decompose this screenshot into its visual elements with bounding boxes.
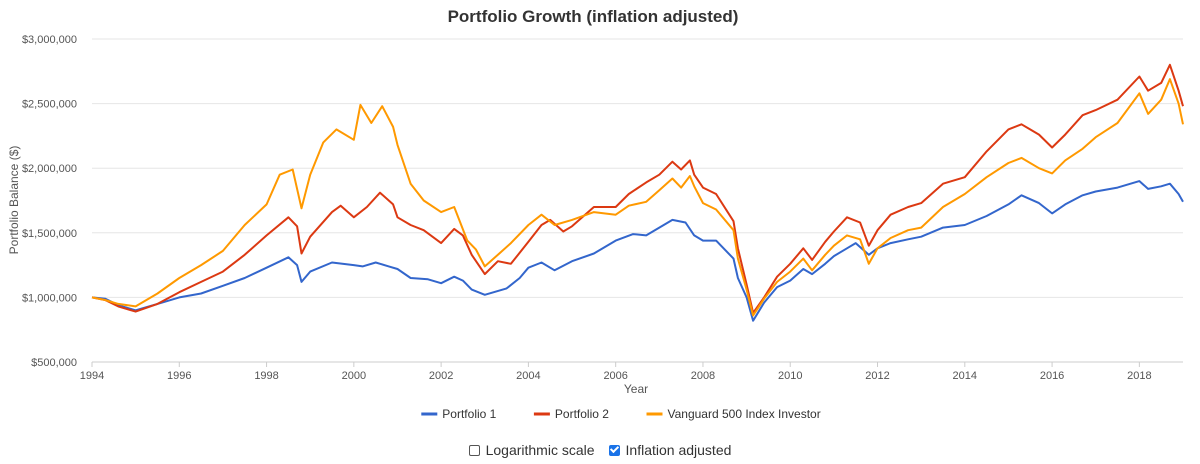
x-tick-label: 2000 (342, 370, 366, 382)
x-tick-label: 2002 (429, 370, 453, 382)
y-tick-label: $1,500,000 (22, 228, 77, 240)
series-lines (91, 63, 1184, 322)
grid-lines (92, 38, 1183, 363)
x-tick-label: 2014 (953, 370, 977, 382)
legend-label: Portfolio 1 (442, 407, 496, 421)
y-tick-label: $3,000,000 (22, 34, 77, 46)
x-tick-label: 1998 (254, 370, 278, 382)
chart-options: Logarithmic scale Inflation adjusted (0, 436, 1200, 464)
y-axis-ticks: $500,000 $1,000,000 $1,500,000 $2,000,000 $2… (22, 34, 77, 369)
x-axis-label: Year (624, 382, 648, 396)
x-tick-label: 2012 (865, 370, 889, 382)
inflation-adjusted-checkbox[interactable] (608, 444, 620, 456)
series-line-1 (91, 180, 1184, 322)
y-axis-label: Portfolio Balance ($) (7, 146, 21, 255)
x-tick-label: 1996 (167, 370, 191, 382)
portfolio-growth-chart: Portfolio Growth (inflation adjusted) $5… (7, 7, 1184, 421)
x-tick-label: 2006 (603, 370, 627, 382)
legend-label: Vanguard 500 Index Investor (668, 407, 821, 421)
x-tick-label: 2016 (1040, 370, 1064, 382)
y-tick-label: $2,500,000 (22, 99, 77, 111)
x-tick-label: 2004 (516, 370, 540, 382)
legend: Portfolio 1 Portfolio 2 Vanguard 500 Index… (421, 407, 821, 421)
y-tick-label: $500,000 (31, 357, 77, 369)
series-line-2 (91, 63, 1184, 314)
chart-title: Portfolio Growth (inflation adjusted) (448, 7, 739, 26)
log-scale-label: Logarithmic scale (485, 442, 595, 458)
x-tick-label: 2018 (1127, 370, 1151, 382)
y-tick-label: $1,000,000 (22, 292, 77, 304)
x-tick-label: 2010 (778, 370, 802, 382)
y-tick-label: $2,000,000 (22, 163, 77, 175)
series-line-3 (91, 78, 1184, 317)
x-tick-label: 1994 (80, 370, 104, 382)
log-scale-toggle[interactable]: Logarithmic scale (468, 442, 595, 458)
inflation-adjusted-toggle[interactable]: Inflation adjusted (608, 442, 732, 458)
log-scale-checkbox[interactable] (468, 444, 480, 456)
inflation-adjusted-label: Inflation adjusted (625, 442, 732, 458)
x-axis-ticks: 1994 1996 1998 2000 2002 2004 2006 2008 2010 2012… (80, 362, 1152, 382)
x-tick-label: 2008 (691, 370, 715, 382)
legend-label: Portfolio 2 (555, 407, 609, 421)
